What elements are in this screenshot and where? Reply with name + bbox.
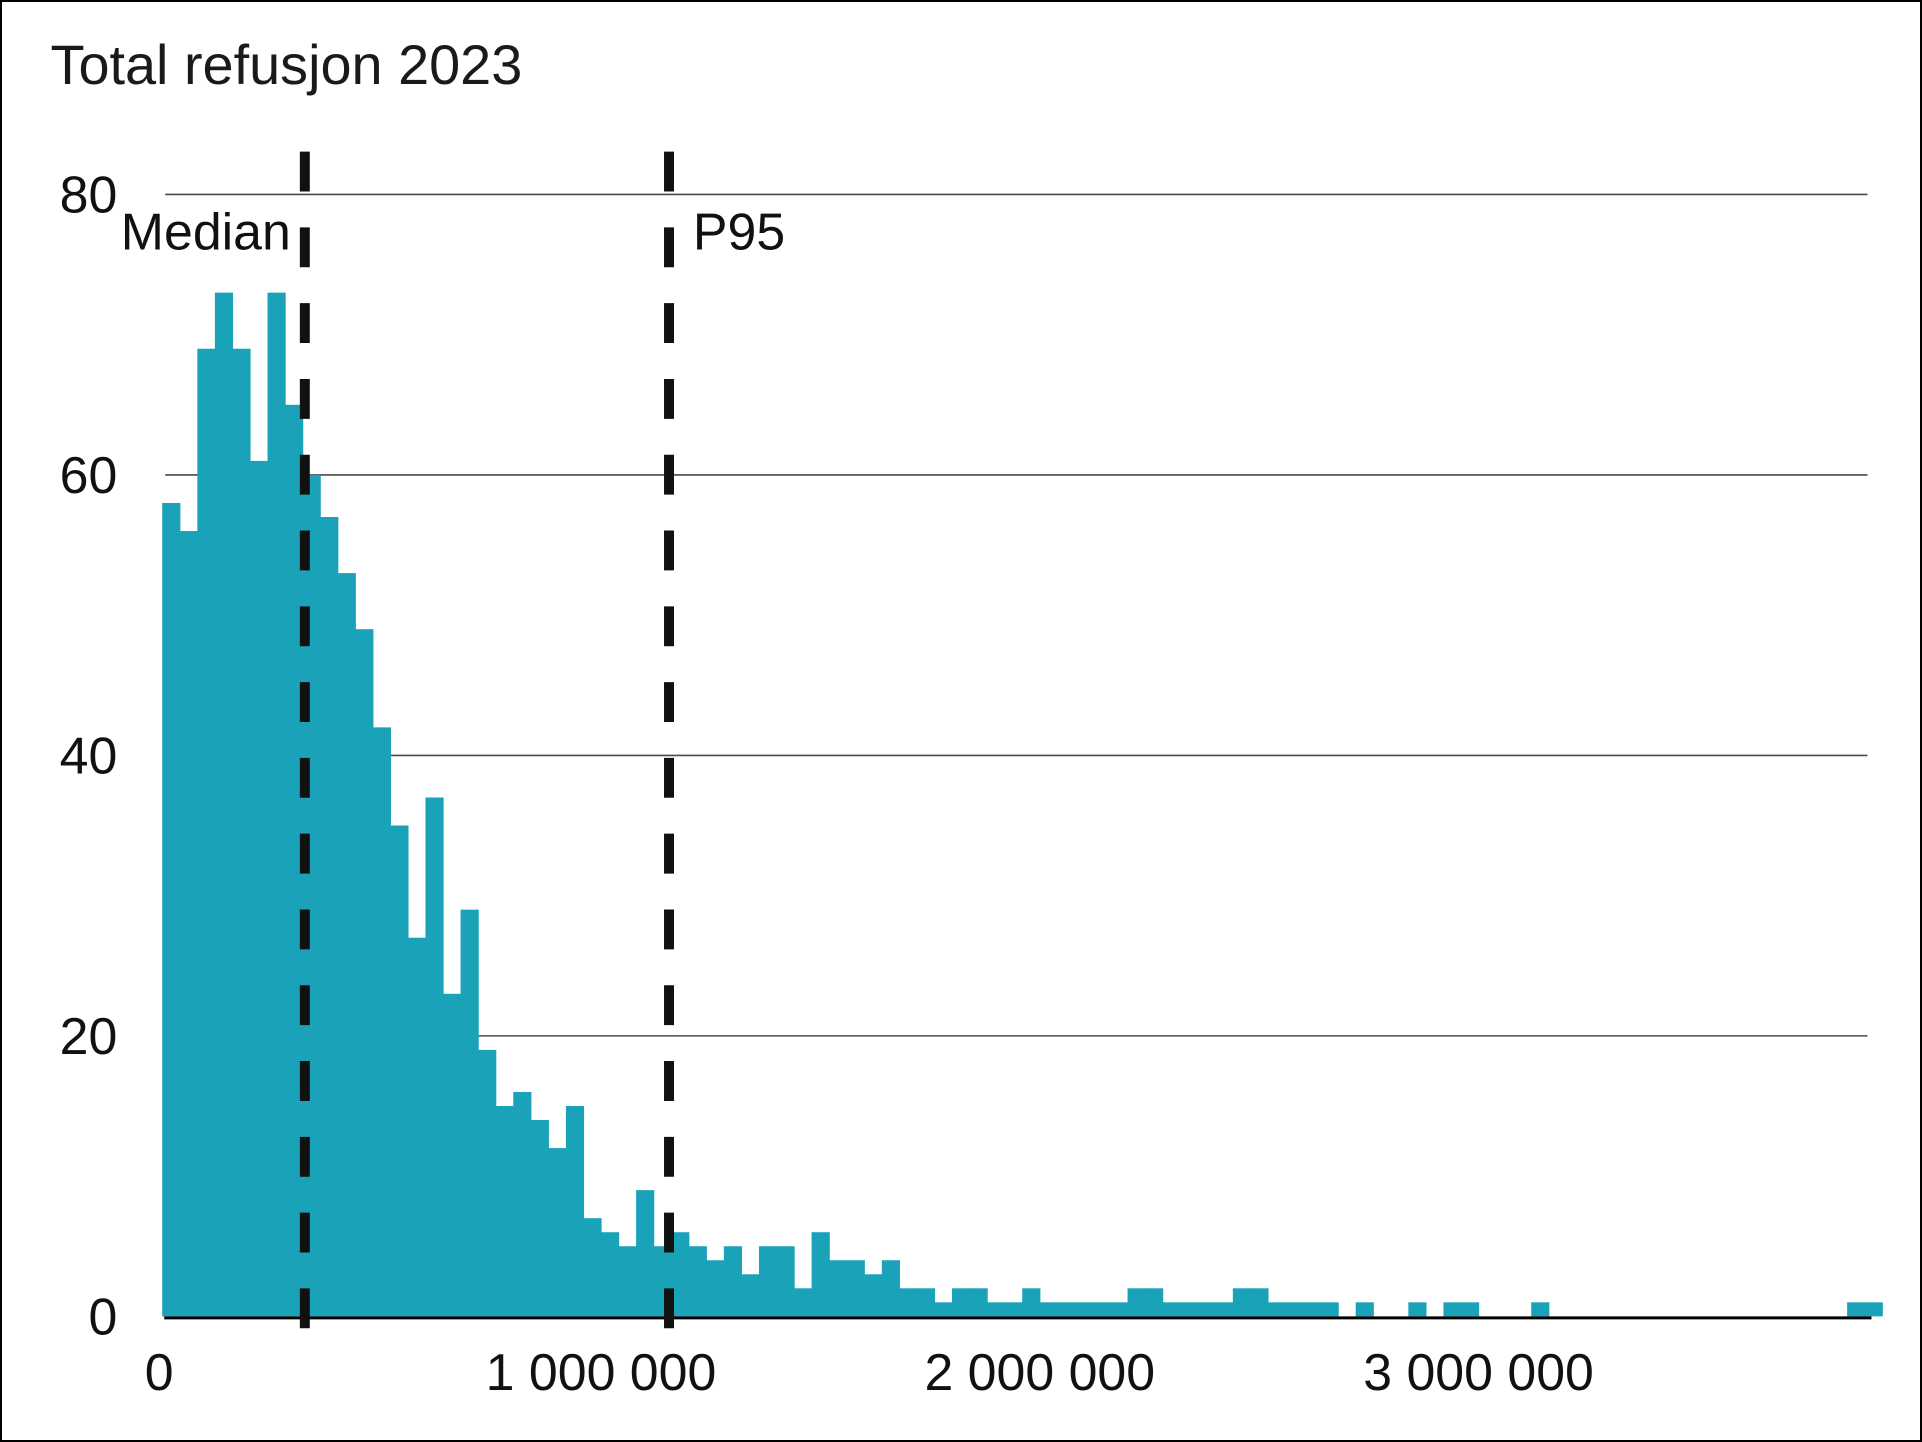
histogram-bar: [1197, 1302, 1216, 1317]
tick-labels-layer: 0 20 40 60 80 0 1 000 000 2 000 000 3 000 000: [60, 165, 1594, 1401]
histogram-bar: [372, 727, 391, 1317]
histogram-bar: [1022, 1288, 1041, 1317]
histogram-bar: [1847, 1302, 1866, 1317]
histogram-bar: [916, 1288, 936, 1317]
histogram-bar: [1267, 1302, 1287, 1317]
histogram-bar: [530, 1120, 549, 1317]
histogram-bar: [1408, 1302, 1427, 1317]
histogram-bar: [1443, 1302, 1462, 1317]
gridlines-layer: [165, 193, 1868, 1037]
histogram-bar: [214, 292, 234, 1317]
histogram-bar: [1145, 1288, 1164, 1317]
histogram-bar: [249, 460, 269, 1317]
histogram-bar: [881, 1260, 900, 1317]
histogram-bar: [443, 993, 462, 1317]
histogram-bar: [1250, 1288, 1269, 1317]
median-label: Median: [121, 202, 291, 260]
x-tick-label: 2 000 000: [924, 1343, 1155, 1401]
histogram-bar: [355, 629, 374, 1317]
histogram-bar: [1109, 1302, 1129, 1317]
histogram-bar: [285, 404, 304, 1317]
histogram-bar: [706, 1260, 725, 1317]
histogram-bar: [829, 1260, 848, 1317]
histogram-bar: [1092, 1302, 1111, 1317]
x-tick-label: 0: [145, 1343, 174, 1401]
histogram-bar: [899, 1288, 918, 1317]
annotations-layer: Median P95: [121, 151, 785, 1333]
histogram-bar: [864, 1274, 883, 1317]
histogram-bar: [460, 909, 479, 1317]
histogram-bar: [1531, 1302, 1550, 1317]
y-tick-label: 40: [60, 726, 118, 784]
histogram-bar: [390, 825, 409, 1317]
histogram-bar: [1039, 1302, 1058, 1317]
histogram-bar: [565, 1105, 585, 1317]
histogram-bar: [811, 1232, 830, 1317]
histogram-bar: [232, 348, 251, 1317]
histogram-bar: [407, 937, 427, 1317]
histogram-bar: [267, 292, 286, 1317]
histogram-bar: [636, 1190, 655, 1317]
histogram-bar: [1864, 1302, 1883, 1317]
histogram-bar: [1461, 1302, 1480, 1317]
histogram-bar: [934, 1302, 953, 1317]
histogram-bar: [1004, 1302, 1023, 1317]
histogram-bar: [846, 1260, 865, 1317]
y-tick-label: 0: [89, 1287, 118, 1345]
histogram-bar: [618, 1246, 637, 1317]
histogram-bar: [671, 1232, 690, 1317]
histogram-bar: [952, 1288, 971, 1317]
histogram-bar: [197, 348, 216, 1317]
histogram-bar: [478, 1049, 497, 1317]
histogram-bar: [741, 1274, 760, 1317]
bars-layer: [162, 292, 1883, 1317]
histogram-bar: [583, 1218, 602, 1317]
histogram-bar: [1180, 1302, 1199, 1317]
histogram-bar: [758, 1246, 778, 1317]
histogram-bar: [987, 1302, 1006, 1317]
histogram-bar: [969, 1288, 988, 1317]
histogram-bar: [337, 573, 356, 1317]
histogram-bar: [1285, 1302, 1304, 1317]
p95-label: P95: [693, 202, 785, 260]
histogram-bar: [1057, 1302, 1076, 1317]
histogram-bar: [1355, 1302, 1374, 1317]
histogram-bar: [1074, 1302, 1094, 1317]
histogram-bar: [1303, 1302, 1322, 1317]
y-tick-label: 80: [60, 165, 118, 223]
histogram-bar: [162, 502, 181, 1317]
histogram-bar: [794, 1288, 813, 1317]
x-tick-label: 3 000 000: [1363, 1343, 1594, 1401]
histogram-bar: [425, 797, 444, 1317]
histogram-bar: [320, 517, 339, 1317]
histogram-bar: [513, 1091, 532, 1317]
histogram-bar: [1162, 1302, 1181, 1317]
y-tick-label: 60: [60, 446, 118, 504]
x-tick-label: 1 000 000: [486, 1343, 717, 1401]
chart-title: Total refusjon 2023: [51, 33, 523, 96]
histogram-bar: [688, 1246, 707, 1317]
histogram-bar: [548, 1148, 567, 1317]
histogram-bar: [302, 474, 321, 1317]
histogram-bar: [1232, 1288, 1251, 1317]
histogram-bar: [1215, 1302, 1234, 1317]
histogram-bar: [1320, 1302, 1339, 1317]
histogram-bar: [776, 1246, 795, 1317]
histogram-bar: [601, 1232, 620, 1317]
histogram-bar: [723, 1246, 743, 1317]
y-tick-label: 20: [60, 1007, 118, 1065]
histogram-bar: [179, 531, 198, 1317]
histogram-bar: [495, 1105, 514, 1317]
histogram-bar: [1127, 1288, 1146, 1317]
